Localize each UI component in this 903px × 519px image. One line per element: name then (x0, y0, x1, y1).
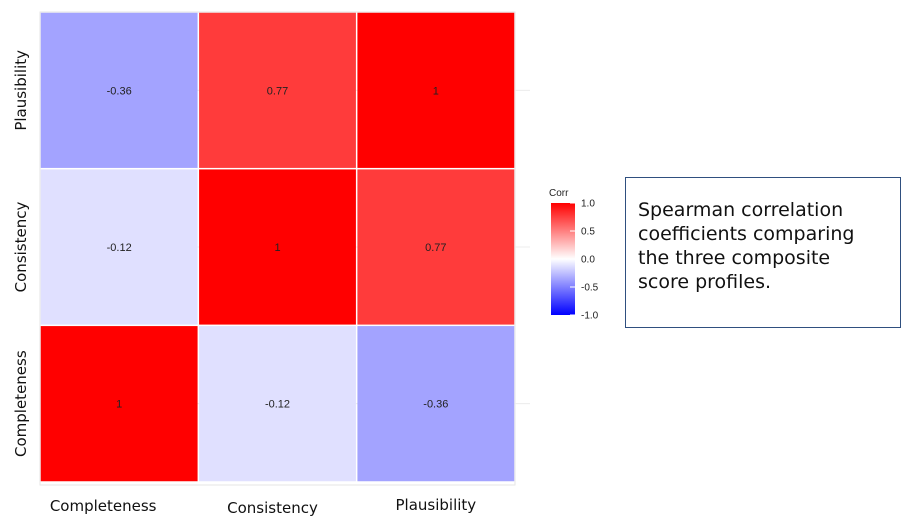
y-tick-plausibility: Plausibility (12, 50, 30, 131)
heatmap-cell-completeness-consistency (40, 169, 198, 325)
cell-value-label: -0.36 (107, 85, 132, 97)
heatmap-cell-plausibility-completeness (357, 326, 515, 482)
heatmap-cell-consistency-completeness (199, 326, 356, 482)
x-tick-plausibility: Plausibility (395, 496, 476, 514)
legend-ticks: 1.0 0.5 0.0 -0.5 -1.0 (570, 199, 599, 322)
heatmap-cell-plausibility-consistency (357, 169, 515, 325)
x-axis-ticks: Completeness Consistency Plausibility (50, 496, 476, 517)
legend-title: Corr (549, 188, 569, 199)
heatmap-cell-completeness-completeness (40, 326, 198, 482)
heatmap-cells (40, 12, 515, 482)
y-tick-consistency: Consistency (12, 202, 30, 293)
cell-value-label: -0.36 (423, 399, 448, 411)
legend-tick-label: 1.0 (581, 199, 595, 210)
cell-value-label: 1 (274, 242, 280, 254)
y-tick-completeness: Completeness (12, 350, 30, 457)
heatmap-cell-completeness-plausibility (40, 12, 198, 168)
cell-value-label: 0.77 (425, 242, 446, 254)
y-axis-ticks: Completeness Consistency Plausibility (12, 50, 30, 457)
cell-value-label: 1 (116, 399, 122, 411)
legend-tick-label: 0.5 (581, 227, 595, 238)
legend-tick-label: 0.0 (581, 255, 595, 266)
heatmap-cell-labels: -0.36 0.77 1 -0.12 1 0.77 1 -0.12 -0.36 (107, 85, 449, 410)
x-tick-consistency: Consistency (227, 499, 318, 517)
cell-value-label: -0.12 (107, 242, 132, 254)
color-legend: Corr 1.0 0.5 0.0 -0.5 -1.0 (549, 188, 599, 322)
x-tick-completeness: Completeness (50, 497, 157, 515)
legend-tick-label: -1.0 (581, 311, 599, 322)
heatmap-cell-consistency-plausibility (199, 12, 356, 168)
cell-value-label: -0.12 (265, 399, 290, 411)
legend-tick-label: -0.5 (581, 283, 599, 294)
cell-value-label: 0.77 (267, 85, 288, 97)
heatmap-cell-consistency-consistency (199, 169, 356, 325)
heatmap-cell-plausibility-plausibility (357, 12, 515, 168)
caption-box: Spearman correlation coefficients compar… (625, 177, 901, 328)
caption-text: Spearman correlation coefficients compar… (638, 199, 855, 293)
cell-value-label: 1 (433, 85, 439, 97)
